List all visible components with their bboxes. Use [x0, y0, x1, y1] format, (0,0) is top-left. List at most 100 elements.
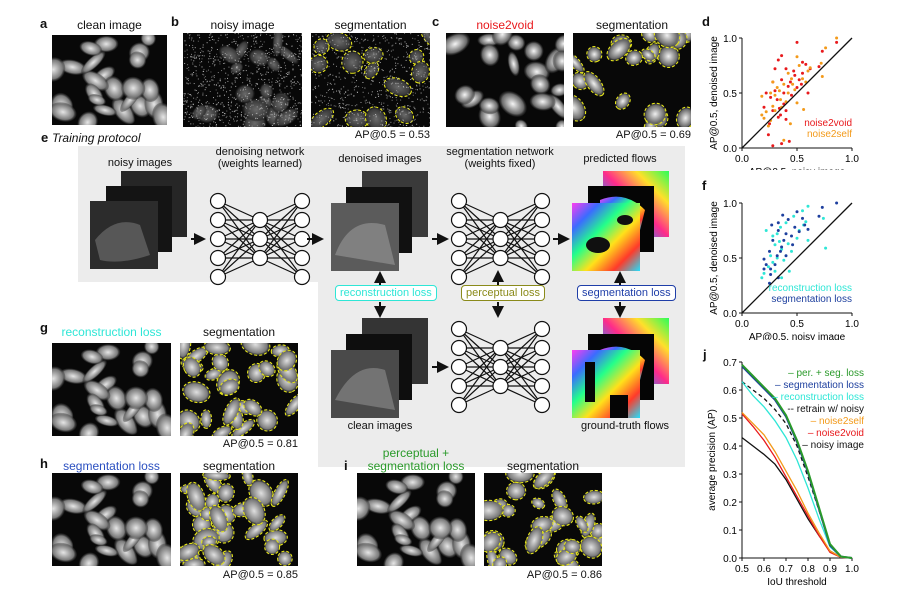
panel-i-title-seg: segmentation — [506, 459, 580, 473]
svg-text:0.6: 0.6 — [757, 564, 771, 575]
svg-text:– noise2self: – noise2self — [811, 416, 865, 427]
svg-text:– segmentation loss: – segmentation loss — [775, 380, 864, 391]
panel-c-title-noise2void: noise2void — [476, 18, 534, 32]
svg-text:noise2void: noise2void — [804, 118, 852, 129]
panel-h-ap: AP@0.5 = 0.85 — [222, 569, 298, 581]
svg-text:AP@0.5, noisy image: AP@0.5, noisy image — [749, 332, 846, 340]
panel-i-title-line2: segmentation loss — [367, 459, 465, 473]
svg-text:0.0: 0.0 — [735, 154, 749, 165]
svg-text:0.8: 0.8 — [801, 564, 815, 575]
panel-h-title: segmentation loss — [63, 459, 160, 473]
panel-i-label: i — [344, 458, 348, 473]
segmentation-network-graph — [450, 192, 551, 286]
svg-text:0.7: 0.7 — [723, 358, 737, 369]
panel-a-title: clean image — [77, 18, 142, 32]
denoised-images-stack — [331, 171, 428, 271]
denoising-network-label: denoising network — [215, 146, 305, 158]
line-chart-j: 0.0 0.1 0.2 0.3 0.4 0.5 0.6 0.7 0.5 0.6 0.7 0.8 0.9 1… — [707, 358, 865, 588]
panel-d-label: d — [702, 14, 710, 29]
clean-images-stack — [331, 318, 428, 418]
svg-text:0.5: 0.5 — [723, 89, 737, 100]
svg-text:0.0: 0.0 — [723, 554, 737, 565]
panel-b-title-seg: segmentation — [334, 18, 407, 32]
svg-text:AP@0.5, denoised image: AP@0.5, denoised image — [709, 36, 720, 150]
scatter-chart-d: 0.0 0.5 1.0 0.0 0.5 1.0 AP@0.5, noisy image AP@… — [709, 34, 859, 170]
svg-text:0.5: 0.5 — [790, 319, 804, 330]
segmentation-network-sublabel: (weights fixed) — [464, 158, 536, 170]
panel-h-label: h — [40, 456, 48, 471]
svg-text:0.5: 0.5 — [723, 254, 737, 265]
panel-g-ap: AP@0.5 = 0.81 — [222, 438, 298, 450]
panel-g-title: reconstruction loss — [61, 325, 162, 339]
svg-text:1.0: 1.0 — [845, 319, 859, 330]
panel-a-label: a — [40, 16, 48, 31]
svg-text:– reconstruction loss: – reconstruction loss — [772, 392, 864, 403]
svg-text:0.2: 0.2 — [723, 498, 737, 509]
svg-text:0.7: 0.7 — [779, 564, 793, 575]
denoising-network-graph — [209, 192, 311, 286]
svg-text:-- retrain w/ noisy: -- retrain w/ noisy — [787, 404, 864, 415]
svg-text:0.4: 0.4 — [723, 442, 737, 453]
scatter-chart-f: 0.0 0.5 1.0 0.0 0.5 1.0 AP@0.5, noisy image AP@… — [709, 199, 859, 340]
perceptual-segmentation-loss-image — [357, 473, 475, 566]
svg-text:0.1: 0.1 — [723, 526, 737, 537]
svg-text:AP@0.5, denoised image: AP@0.5, denoised image — [709, 201, 720, 315]
panel-c-label: c — [432, 14, 440, 29]
reconstruction-loss-image — [52, 343, 171, 436]
panel-e-title: Training protocol — [52, 131, 141, 145]
svg-text:0.5: 0.5 — [790, 154, 804, 165]
clean-images-label: clean images — [347, 420, 413, 432]
noisy-images-label: noisy images — [107, 157, 173, 169]
segmentation-loss-image — [52, 473, 171, 566]
panel-g-label: g — [40, 320, 48, 335]
svg-text:0.0: 0.0 — [723, 144, 737, 155]
predicted-flows-label: predicted flows — [583, 153, 657, 165]
svg-text:AP@0.5, noisy image: AP@0.5, noisy image — [749, 167, 846, 170]
svg-text:0.0: 0.0 — [723, 309, 737, 320]
clean-image — [52, 35, 167, 125]
svg-text:segmentation loss: segmentation loss — [771, 294, 852, 305]
panel-f-label: f — [702, 178, 707, 193]
denoising-network-sublabel: (weights learned) — [217, 158, 303, 170]
svg-text:– noise2void: – noise2void — [808, 428, 864, 439]
denoised-images-label: denoised images — [338, 153, 422, 165]
panel-b-ap: AP@0.5 = 0.53 — [354, 129, 430, 141]
perceptual-segmentation-loss-segmentation-image — [484, 473, 602, 566]
segmentation-network-copy-graph — [450, 320, 551, 414]
svg-text:1.0: 1.0 — [845, 564, 859, 575]
noise2void-segmentation-image — [573, 33, 691, 127]
panel-b-label: b — [171, 14, 179, 29]
panel-e-label: e — [41, 130, 49, 145]
perceptual-loss-box: perceptual loss — [461, 285, 545, 301]
svg-text:0.5: 0.5 — [735, 564, 749, 575]
noisy-image — [183, 33, 302, 127]
reconstruction-loss-segmentation-image — [180, 343, 298, 436]
svg-text:– per. + seg. loss: – per. + seg. loss — [788, 368, 864, 379]
noisy-segmentation-image — [311, 33, 430, 127]
segmentation-loss-box: segmentation loss — [577, 285, 676, 301]
ground-truth-flows-stack — [572, 318, 669, 418]
panel-i-ap: AP@0.5 = 0.86 — [526, 569, 602, 581]
ground-truth-flows-label: ground-truth flows — [580, 420, 670, 432]
segmentation-network-label: segmentation network — [446, 146, 554, 158]
svg-text:1.0: 1.0 — [723, 199, 737, 210]
reconstruction-loss-box: reconstruction loss — [335, 285, 437, 301]
noise2void-image — [446, 33, 564, 127]
panel-g-title-seg: segmentation — [202, 325, 276, 339]
noisy-images-stack — [90, 171, 187, 269]
panel-b-title-noisy: noisy image — [210, 18, 275, 32]
svg-text:reconstruction loss: reconstruction loss — [769, 283, 852, 294]
predicted-flows-stack — [572, 171, 669, 271]
panel-i-title-line1: perceptual + — [382, 446, 450, 460]
svg-text:0.3: 0.3 — [723, 470, 737, 481]
svg-text:0.5: 0.5 — [723, 414, 737, 425]
svg-text:average precision (AP): average precision (AP) — [707, 409, 718, 511]
svg-text:– noisy image: – noisy image — [802, 440, 864, 451]
segmentation-loss-segmentation-image — [180, 473, 298, 566]
svg-text:noise2self: noise2self — [807, 129, 852, 140]
panel-h-title-seg: segmentation — [202, 459, 276, 473]
svg-text:IoU threshold: IoU threshold — [767, 577, 826, 588]
svg-text:0.6: 0.6 — [723, 386, 737, 397]
panel-c-ap: AP@0.5 = 0.69 — [615, 129, 691, 141]
